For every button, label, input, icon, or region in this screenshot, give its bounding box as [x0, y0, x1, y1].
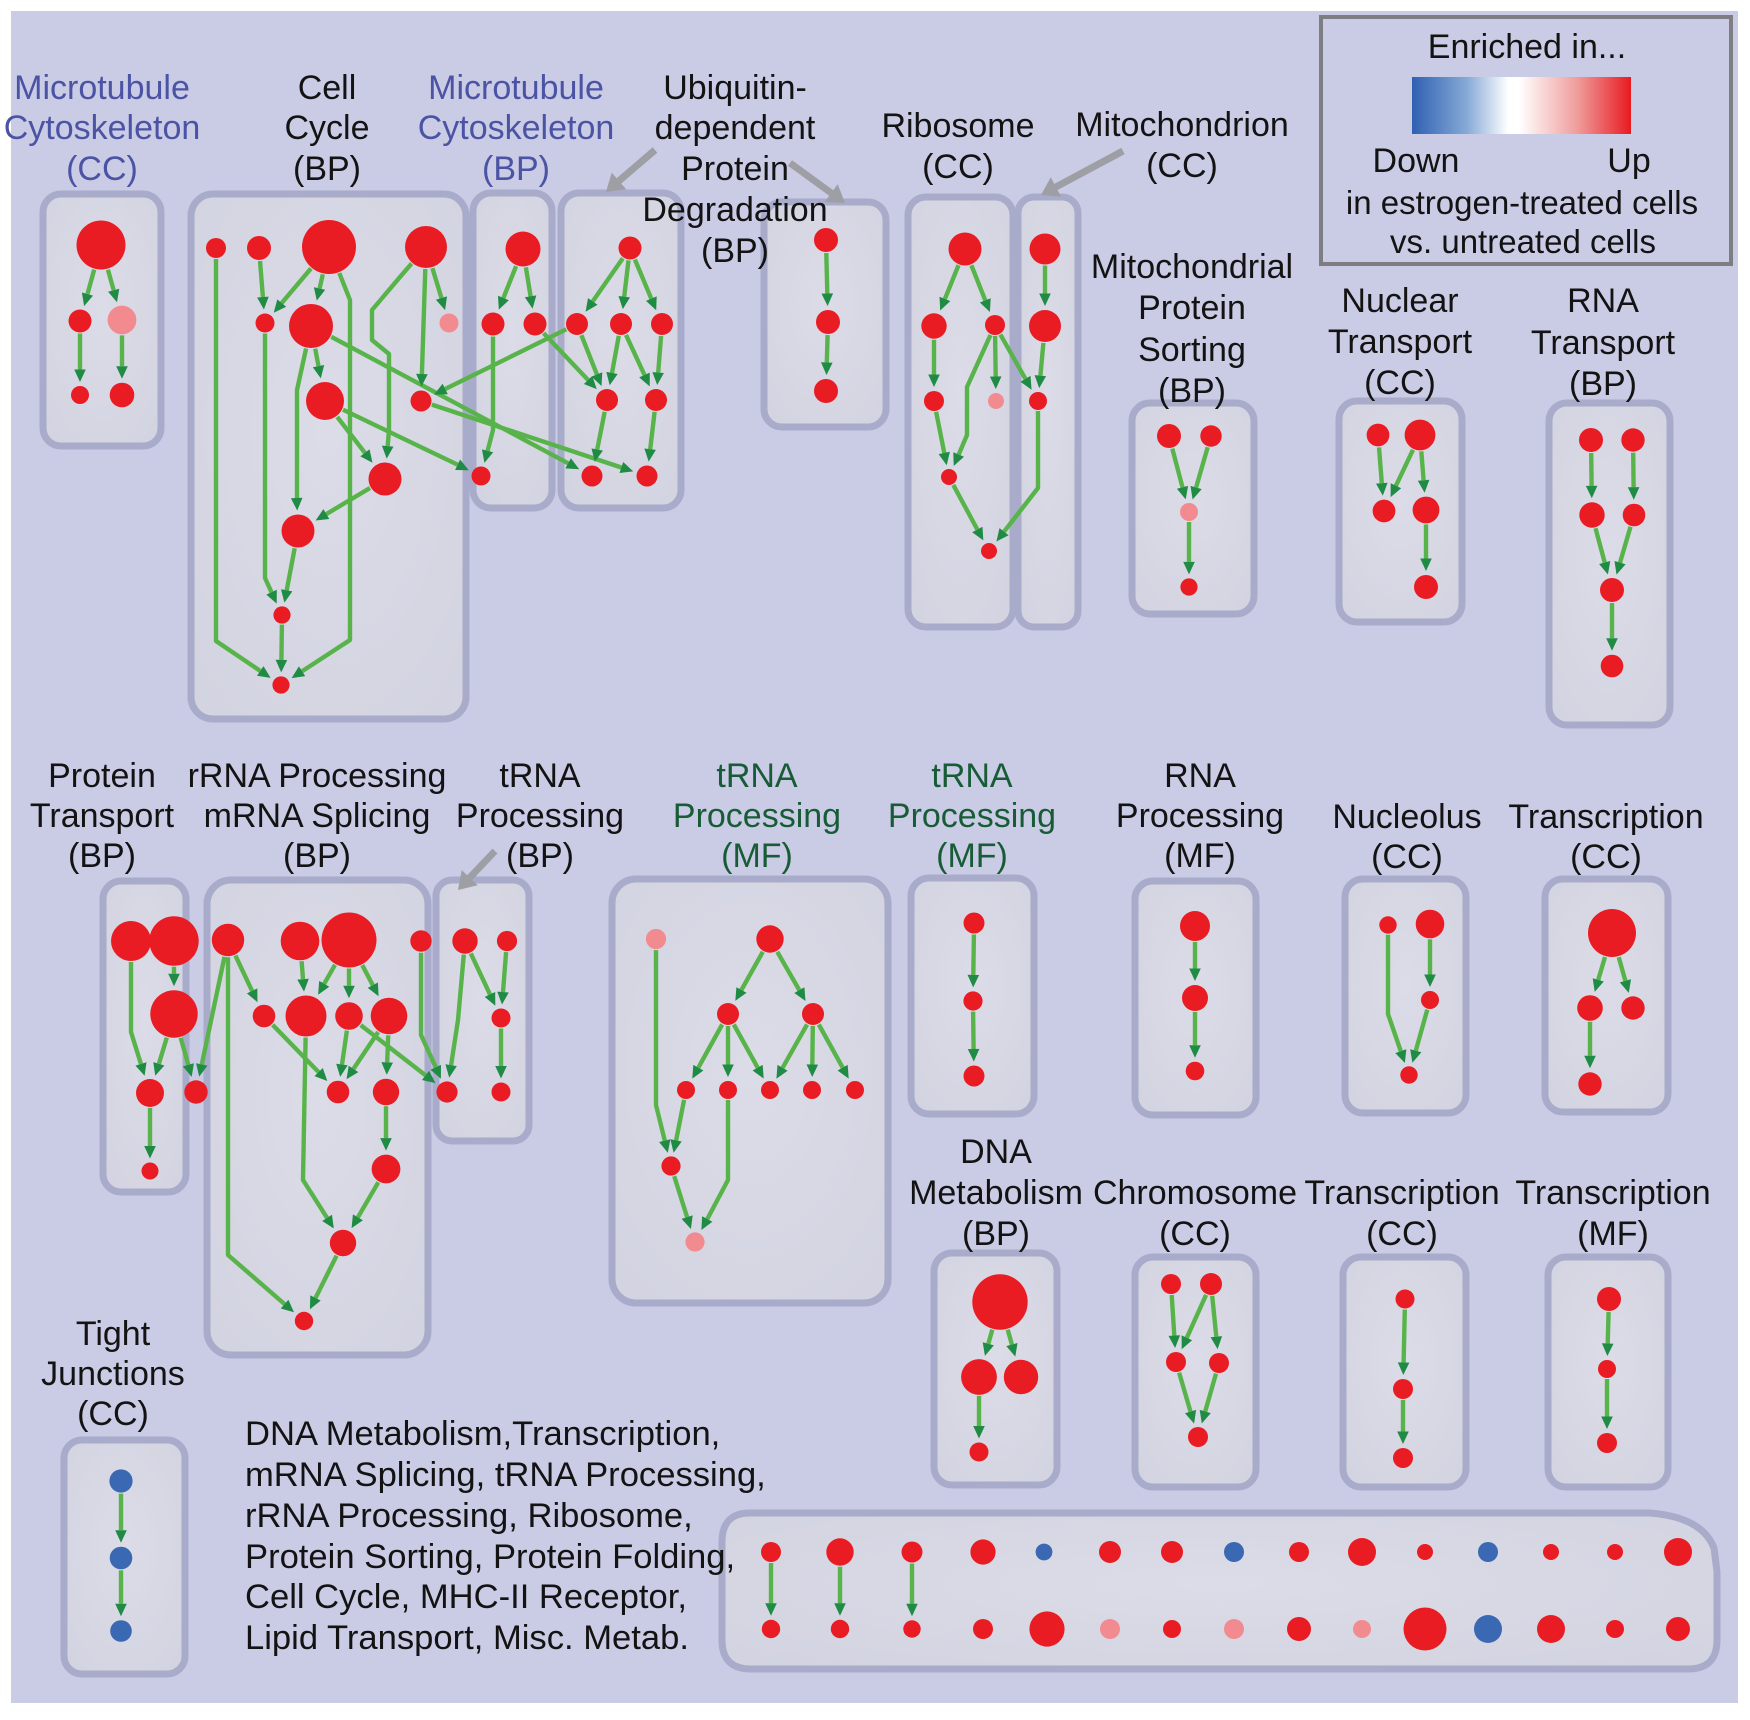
svg-text:Cytoskeleton: Cytoskeleton [418, 109, 615, 147]
svg-text:(CC): (CC) [1159, 1215, 1231, 1253]
svg-text:Nuclear: Nuclear [1341, 282, 1458, 320]
svg-text:(CC): (CC) [1570, 838, 1642, 876]
svg-text:Processing: Processing [456, 797, 624, 835]
svg-text:Protein Sorting, Protein Foldi: Protein Sorting, Protein Folding, [245, 1538, 735, 1576]
svg-text:vs. untreated cells: vs. untreated cells [1390, 223, 1656, 260]
svg-text:rRNA Processing, Ribosome,: rRNA Processing, Ribosome, [245, 1497, 693, 1535]
svg-text:Sorting: Sorting [1138, 331, 1246, 369]
svg-text:Protein: Protein [1138, 289, 1246, 327]
svg-text:Transcription: Transcription [1304, 1174, 1499, 1212]
svg-text:(MF): (MF) [1577, 1215, 1649, 1253]
svg-text:mRNA Splicing, tRNA Processing: mRNA Splicing, tRNA Processing, [245, 1456, 766, 1494]
svg-text:(MF): (MF) [936, 837, 1008, 875]
svg-text:(BP): (BP) [293, 150, 361, 188]
svg-text:Metabolism: Metabolism [909, 1174, 1083, 1212]
svg-text:mRNA Splicing: mRNA Splicing [204, 797, 431, 835]
svg-text:tRNA: tRNA [931, 757, 1013, 795]
svg-text:(BP): (BP) [962, 1215, 1030, 1253]
svg-text:rRNA Processing: rRNA Processing [188, 757, 447, 795]
svg-text:in estrogen-treated cells: in estrogen-treated cells [1346, 184, 1698, 221]
svg-text:Cytoskeleton: Cytoskeleton [4, 109, 201, 147]
svg-text:Up: Up [1607, 142, 1650, 180]
svg-text:RNA: RNA [1567, 282, 1639, 320]
svg-text:DNA Metabolism,Transcription,: DNA Metabolism,Transcription, [245, 1415, 720, 1453]
svg-text:Transport: Transport [1531, 324, 1676, 362]
svg-text:(MF): (MF) [1164, 837, 1236, 875]
svg-text:Junctions: Junctions [41, 1355, 185, 1393]
svg-text:Ubiquitin-: Ubiquitin- [663, 69, 807, 107]
svg-text:Mitochondrion: Mitochondrion [1075, 106, 1289, 144]
svg-text:Mitochondrial: Mitochondrial [1091, 248, 1293, 286]
svg-text:Microtubule: Microtubule [14, 69, 190, 107]
svg-text:Tight: Tight [76, 1315, 151, 1353]
svg-text:Processing: Processing [888, 797, 1056, 835]
svg-text:tRNA: tRNA [499, 757, 581, 795]
svg-text:Lipid Transport, Misc. Metab.: Lipid Transport, Misc. Metab. [245, 1619, 689, 1657]
svg-text:Chromosome: Chromosome [1093, 1174, 1297, 1212]
svg-text:Down: Down [1373, 142, 1460, 180]
svg-text:Processing: Processing [673, 797, 841, 835]
svg-text:Cycle: Cycle [284, 109, 369, 147]
svg-text:DNA: DNA [960, 1133, 1032, 1171]
svg-text:(BP): (BP) [68, 837, 136, 875]
svg-text:(CC): (CC) [77, 1395, 149, 1433]
svg-text:Nucleolus: Nucleolus [1332, 798, 1481, 836]
svg-text:Transport: Transport [1328, 323, 1473, 361]
svg-text:(CC): (CC) [66, 150, 138, 188]
svg-text:Transport: Transport [30, 797, 175, 835]
svg-text:Transcription: Transcription [1515, 1174, 1710, 1212]
svg-text:Cell: Cell [298, 69, 357, 107]
svg-text:Processing: Processing [1116, 797, 1284, 835]
svg-text:(CC): (CC) [1366, 1215, 1438, 1253]
svg-text:(CC): (CC) [1364, 364, 1436, 402]
svg-text:(BP): (BP) [701, 232, 769, 270]
svg-text:Transcription: Transcription [1508, 798, 1703, 836]
svg-text:(BP): (BP) [1569, 365, 1637, 403]
svg-text:(MF): (MF) [721, 837, 793, 875]
svg-text:Protein: Protein [48, 757, 156, 795]
svg-text:RNA: RNA [1164, 757, 1236, 795]
svg-text:Cell Cycle, MHC-II Receptor,: Cell Cycle, MHC-II Receptor, [245, 1578, 687, 1616]
svg-text:(BP): (BP) [482, 150, 550, 188]
svg-text:(BP): (BP) [506, 837, 574, 875]
svg-text:Microtubule: Microtubule [428, 69, 604, 107]
svg-text:tRNA: tRNA [716, 757, 798, 795]
svg-text:(BP): (BP) [1158, 372, 1226, 410]
svg-text:(BP): (BP) [283, 837, 351, 875]
svg-text:Degradation: Degradation [642, 191, 827, 229]
svg-text:(CC): (CC) [1371, 838, 1443, 876]
svg-text:(CC): (CC) [1146, 147, 1218, 185]
svg-text:dependent: dependent [655, 109, 816, 147]
svg-text:(CC): (CC) [922, 148, 994, 186]
svg-text:Ribosome: Ribosome [881, 107, 1034, 145]
svg-text:Protein: Protein [681, 150, 789, 188]
svg-text:Enriched in...: Enriched in... [1428, 28, 1626, 66]
